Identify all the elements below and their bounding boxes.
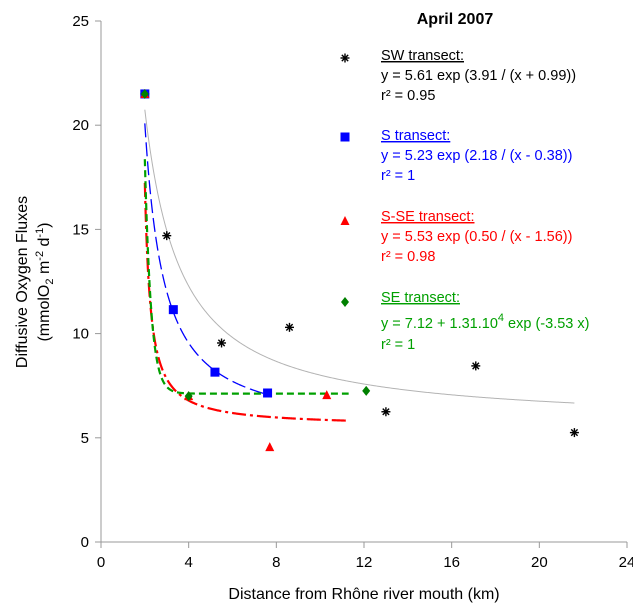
legend-r2-sse: r² = 0.98	[381, 249, 435, 265]
legend-name-s: S transect:	[381, 128, 450, 144]
legend-name-se: SE transect:	[381, 290, 460, 306]
data-point-3-1	[184, 391, 193, 402]
legend-marker-s	[340, 132, 350, 142]
legend-entry-sse: S-SE transect: y = 5.53 exp (0.50 / (x -…	[340, 209, 572, 265]
y-tick-label: 15	[72, 221, 89, 238]
data-point-0-5	[471, 361, 481, 371]
data-point-0-2	[217, 338, 227, 348]
legend-marker-se	[341, 297, 349, 307]
y-unit-part-3: -2	[34, 251, 46, 261]
data-point-1-3	[263, 388, 273, 398]
x-tick-label: 24	[619, 554, 633, 571]
x-tick-label: 16	[443, 554, 460, 571]
data-point-2-2	[265, 442, 275, 452]
y-tick-label: 5	[81, 430, 89, 447]
x-axis-label: Distance from Rhône river mouth (km)	[228, 586, 499, 603]
legend-marker-shape-1	[340, 132, 350, 142]
legend-equation-se-sup: 4	[498, 312, 504, 324]
y-axis-label-line2: (mmolO2 m-2 d-1)	[34, 222, 56, 341]
y-unit-part-6: )	[36, 222, 53, 227]
y-unit-part-0: (mmolO	[36, 285, 53, 342]
legend-marker-shape-0	[340, 53, 350, 63]
x-tick-label: 8	[272, 554, 280, 571]
legend-equation-se-main: y = 7.12 + 1.31.10	[381, 316, 498, 332]
legend-r2-se: r² = 1	[381, 337, 415, 353]
fit-curves	[143, 109, 575, 422]
legend: SW transect: y = 5.61 exp (3.91 / (x + 0…	[340, 48, 589, 353]
x-tick-label: 0	[97, 554, 105, 571]
y-tick-label: 20	[72, 117, 89, 134]
data-point-0-4	[381, 407, 391, 417]
x-tick-label: 20	[531, 554, 548, 571]
y-tick-label: 10	[72, 326, 89, 343]
legend-equation-s: y = 5.23 exp (2.18 / (x - 0.38))	[381, 148, 572, 164]
legend-marker-sw	[340, 53, 350, 63]
fit-curve-3	[143, 159, 349, 395]
data-point-1-1	[168, 305, 178, 315]
legend-marker-shape-2	[340, 216, 350, 225]
y-tick-label: 25	[72, 13, 89, 30]
data-point-3-2	[362, 385, 371, 396]
data-point-3-0	[140, 88, 149, 99]
y-axis-label-line1: Diffusive Oxygen Fluxes	[14, 196, 31, 368]
legend-entry-s: S transect: y = 5.23 exp (2.18 / (x - 0.…	[340, 128, 572, 184]
legend-equation-se-tail: exp (-3.53 x)	[504, 316, 589, 332]
legend-name-sse: S-SE transect:	[381, 209, 474, 225]
y-unit-part-5: -1	[34, 228, 46, 238]
x-tick-label: 12	[356, 554, 373, 571]
legend-marker-shape-3	[341, 297, 349, 307]
y-unit-part-2: m	[36, 261, 53, 279]
data-point-0-3	[284, 322, 294, 332]
x-tick-label: 4	[184, 554, 192, 571]
data-point-0-6	[569, 428, 579, 438]
y-unit-part-1: 2	[44, 279, 56, 285]
legend-equation-sse: y = 5.53 exp (0.50 / (x - 1.56))	[381, 229, 572, 245]
fit-curve-0	[144, 109, 575, 404]
chart-title: April 2007	[417, 11, 494, 28]
data-point-0-1	[162, 231, 172, 241]
legend-name-sw: SW transect:	[381, 48, 464, 64]
axes: 0 5 10 15 20 25 0 4 8 12 16 20 24	[72, 13, 633, 571]
legend-equation-se: y = 7.12 + 1.31.104 exp (-3.53 x)	[381, 312, 589, 332]
y-tick-label: 0	[81, 534, 89, 551]
y-axis-label: Diffusive Oxygen Fluxes (mmolO2 m-2 d-1)	[14, 196, 56, 368]
legend-entry-sw: SW transect: y = 5.61 exp (3.91 / (x + 0…	[340, 48, 576, 104]
legend-entry-se: SE transect: y = 7.12 + 1.31.104 exp (-3…	[341, 290, 589, 353]
y-unit-part-4: d	[36, 238, 53, 251]
fit-curve-1	[144, 123, 268, 396]
data-point-1-2	[210, 367, 220, 377]
fit-curve-2	[143, 182, 349, 422]
legend-r2-sw: r² = 0.95	[381, 88, 435, 104]
legend-equation-sw: y = 5.61 exp (3.91 / (x + 0.99))	[381, 68, 576, 84]
legend-marker-sse	[340, 216, 350, 225]
legend-r2-s: r² = 1	[381, 168, 415, 184]
data-points	[140, 88, 579, 452]
data-point-2-3	[322, 390, 332, 400]
